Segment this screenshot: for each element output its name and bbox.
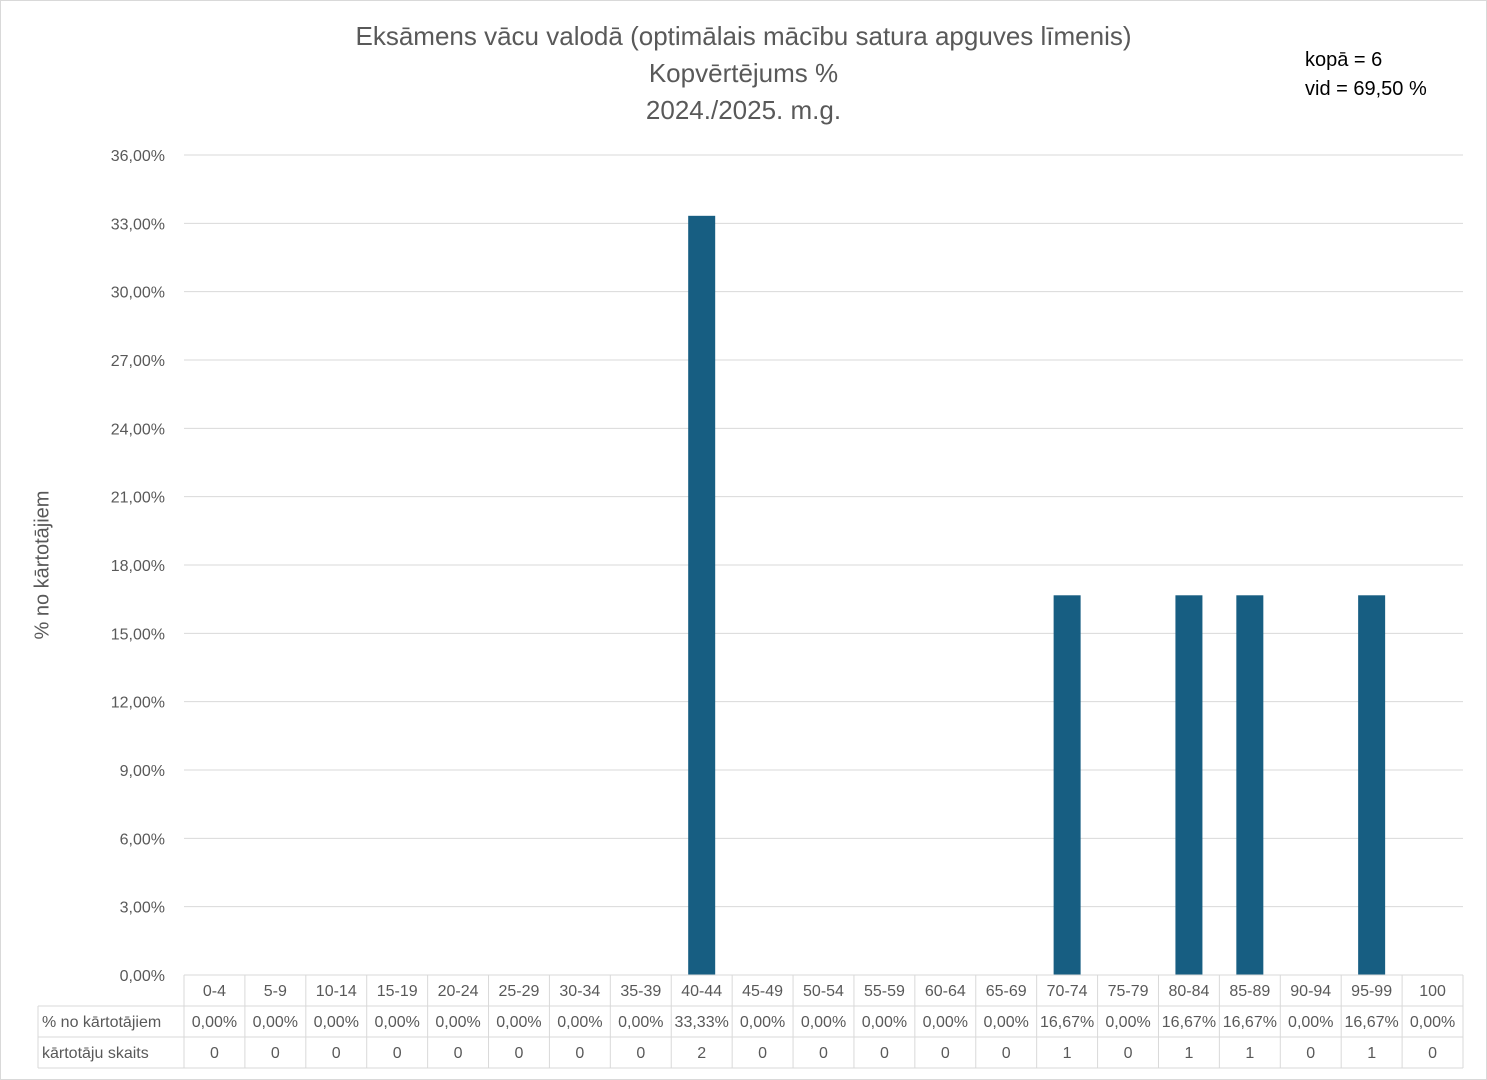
table-cell: 0 [271,1045,280,1062]
table-cell: 1 [1367,1045,1376,1062]
table-cell: 0,00% [801,1014,846,1031]
x-category-label: 75-79 [1108,983,1149,1000]
y-tick-label: 9,00% [120,763,165,780]
table-cell: 16,67% [1223,1014,1277,1031]
table-cell: 0,00% [1410,1014,1455,1031]
chart-title: Eksāmens vācu valodā (optimālais mācību … [355,21,1132,51]
x-category-label: 20-24 [438,983,479,1000]
y-tick-label: 36,00% [111,148,165,165]
table-cell: 0 [332,1045,341,1062]
y-tick-label: 6,00% [120,831,165,848]
x-category-label: 65-69 [986,983,1027,1000]
table-cell: 0 [210,1045,219,1062]
summary-total: kopā = 6 [1305,49,1383,71]
table-cell: 0 [1428,1045,1437,1062]
summary-average: vid = 69,50 % [1305,78,1427,100]
table-cell: 0 [454,1045,463,1062]
table-cell: 0 [393,1045,402,1062]
table-cell: 33,33% [675,1014,729,1031]
table-cell: 1 [1184,1045,1193,1062]
y-tick-label: 18,00% [111,558,165,575]
summary-box: kopā = 6 vid = 69,50 % [1305,46,1427,104]
x-category-label: 95-99 [1351,983,1392,1000]
y-tick-label: 12,00% [111,695,165,712]
table-cell: 0,00% [1288,1014,1333,1031]
bar [1053,595,1081,975]
bar [1175,595,1203,975]
y-tick-label: 33,00% [111,216,165,233]
chart-subtitle: Kopvērtējums % [648,58,839,88]
table-cell: 0,00% [557,1014,602,1031]
x-category-label: 55-59 [864,983,905,1000]
y-tick-label: 0,00% [120,968,165,985]
table-cell: 0,00% [923,1014,968,1031]
table-cell: 16,67% [1162,1014,1216,1031]
table-cell: 0,00% [862,1014,907,1031]
x-category-label: 30-34 [559,983,600,1000]
x-category-label: 40-44 [681,983,722,1000]
y-tick-label: 27,00% [111,353,165,370]
y-tick-label: 24,00% [111,421,165,438]
table-cell: 0,00% [618,1014,663,1031]
x-category-label: 10-14 [316,983,357,1000]
bar [688,215,716,976]
x-category-label: 70-74 [1047,983,1088,1000]
y-tick-label: 21,00% [111,490,165,507]
table-cell: 1 [1063,1045,1072,1062]
table-cell: 0 [1002,1045,1011,1062]
x-category-label: 100 [1419,983,1446,1000]
table-cell: 0 [1124,1045,1133,1062]
table-cell: 0,00% [984,1014,1029,1031]
x-category-label: 35-39 [620,983,661,1000]
table-cell: 16,67% [1345,1014,1399,1031]
table-cell: 0,00% [496,1014,541,1031]
x-category-label: 45-49 [742,983,783,1000]
x-category-label: 0-4 [203,983,226,1000]
table-cell: 0 [575,1045,584,1062]
y-tick-label: 3,00% [120,900,165,917]
table-row-label: kārtotāju skaits [42,1045,149,1062]
x-category-label: 60-64 [925,983,966,1000]
table-cell: 0,00% [192,1014,237,1031]
table-cell: 0,00% [435,1014,480,1031]
table-cell: 0,00% [374,1014,419,1031]
chart-year: 2024./2025. m.g. [645,95,842,125]
table-cell: 0,00% [740,1014,785,1031]
y-tick-label: 30,00% [111,285,165,302]
table-cell: 1 [1245,1045,1254,1062]
table-cell: 0 [636,1045,645,1062]
y-tick-label: 15,00% [111,626,165,643]
table-cell: 0,00% [253,1014,298,1031]
table-cell: 2 [697,1045,706,1062]
x-category-label: 15-19 [377,983,418,1000]
x-category-label: 90-94 [1290,983,1331,1000]
table-cell: 0,00% [314,1014,359,1031]
table-cell: 0 [819,1045,828,1062]
table-cell: 0 [515,1045,524,1062]
table-cell: 0 [758,1045,767,1062]
table-cell: 0 [1306,1045,1315,1062]
table-cell: 0 [880,1045,889,1062]
x-category-label: 5-9 [264,983,287,1000]
x-category-label: 25-29 [499,983,540,1000]
table-cell: 0 [941,1045,950,1062]
x-category-label: 80-84 [1168,983,1209,1000]
x-category-label: 85-89 [1229,983,1270,1000]
bar [1358,595,1386,975]
table-row-label: % no kārtotājiem [42,1014,161,1031]
bar [1236,595,1264,975]
table-cell: 16,67% [1040,1014,1094,1031]
table-cell: 0,00% [1105,1014,1150,1031]
x-category-label: 50-54 [803,983,844,1000]
